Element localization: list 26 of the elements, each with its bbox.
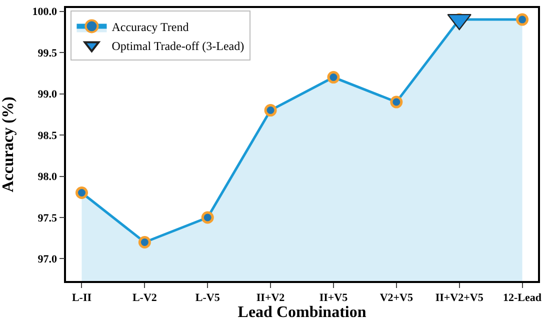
x-tick-label: II+V2+V5 bbox=[435, 292, 484, 304]
y-tick-label: 99.5 bbox=[38, 47, 58, 60]
y-tick-label: 98.5 bbox=[38, 130, 58, 142]
y-tick-label: 99.0 bbox=[38, 88, 58, 101]
legend-label: Accuracy Trend bbox=[112, 20, 189, 34]
x-tick-label: L-II bbox=[72, 292, 92, 304]
y-axis-title: Accuracy (%) bbox=[0, 96, 17, 192]
x-tick-label: L-V2 bbox=[132, 292, 158, 304]
x-axis-title: Lead Combination bbox=[238, 304, 366, 321]
point bbox=[516, 13, 529, 26]
point bbox=[201, 211, 214, 224]
x-tick-label: II+V5 bbox=[319, 292, 348, 304]
y-tick-label: 100.0 bbox=[32, 6, 58, 18]
x-tick-label: L-V5 bbox=[195, 292, 220, 304]
legend-label: Optimal Trade-off (3-Lead) bbox=[112, 38, 244, 53]
y-tick-label: 98.0 bbox=[38, 171, 58, 184]
point bbox=[390, 96, 403, 108]
x-tick-label: II+V2 bbox=[256, 292, 286, 304]
x-tick-label: V2+V5 bbox=[380, 292, 414, 304]
point bbox=[138, 236, 151, 248]
point bbox=[75, 186, 88, 199]
y-tick-label: 97.5 bbox=[38, 212, 58, 224]
point bbox=[264, 104, 277, 117]
point bbox=[327, 71, 340, 84]
y-tick-label: 97.0 bbox=[38, 254, 58, 266]
x-tick-label: 12-Lead bbox=[503, 292, 542, 304]
